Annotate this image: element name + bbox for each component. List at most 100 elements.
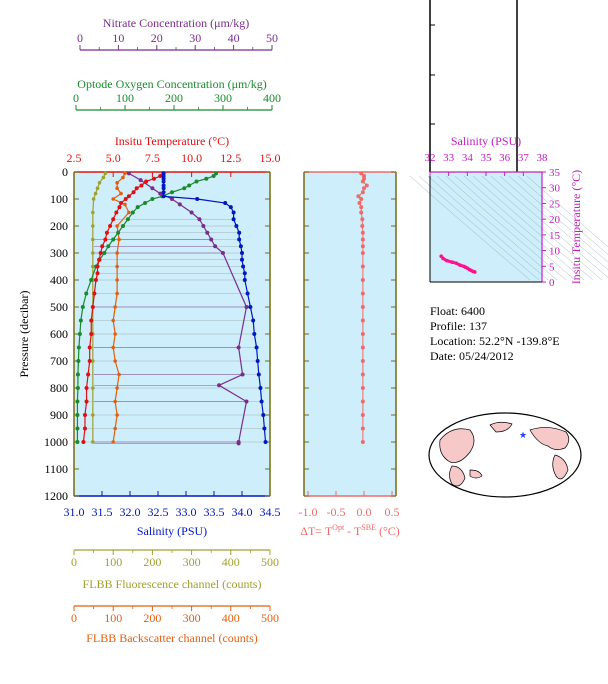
fluorescence-axis-tick-label: 400 xyxy=(222,555,240,569)
oxygen-point xyxy=(75,440,80,444)
oxygen-point xyxy=(89,278,94,282)
delta-t-point xyxy=(360,440,365,444)
nitrate-axis-tick-label: 50 xyxy=(266,31,278,45)
ts-density-contour xyxy=(436,175,558,281)
backscatter-point xyxy=(115,264,119,269)
ts-salinity-tick-label: 36 xyxy=(499,152,511,164)
nitrate-point xyxy=(126,171,131,176)
fluorescence-point xyxy=(91,413,95,417)
ts-density-contour xyxy=(427,175,549,281)
delta-t-point xyxy=(359,171,364,176)
pressure-tick-label: 1000 xyxy=(44,435,68,449)
delta-t-point xyxy=(360,190,365,195)
temperature-axis-title: Insitu Temperature (°C) xyxy=(115,134,229,148)
fluorescence-axis-tick-label: 100 xyxy=(104,555,122,569)
salinity-point xyxy=(254,345,259,350)
delta-t-title-part: (°C) xyxy=(376,524,400,538)
oxygen-point xyxy=(77,332,82,336)
pressure-tick-label: 1200 xyxy=(44,489,68,503)
main-profile-panel: 31.0 31.5 32.0 32.5 33.0 33.5 34.0 34.5 Salinity… xyxy=(17,165,281,538)
oxygen-point xyxy=(75,399,80,404)
delta-t-point xyxy=(360,372,365,377)
oxygen-point xyxy=(75,426,80,431)
oxygen-point xyxy=(106,244,111,249)
nitrate-point xyxy=(201,224,206,228)
salinity-point xyxy=(251,318,256,323)
oxygen-point xyxy=(80,305,85,309)
temperature-point xyxy=(139,183,144,188)
ts-density-contour xyxy=(508,175,608,263)
fluorescence-point xyxy=(91,359,95,363)
oxygen-point xyxy=(211,174,216,179)
oxygen-axis-tick-label: 200 xyxy=(165,91,183,105)
delta-t-point xyxy=(360,224,365,228)
float-info: Float: 6400 Profile: 137 Location: 52.2°… xyxy=(430,304,560,364)
nitrate-point xyxy=(177,202,182,207)
delta-t-tick-label: -1.0 xyxy=(299,505,318,519)
backscatter-point xyxy=(115,386,119,390)
nitrate-point xyxy=(236,441,241,446)
nitrate-point xyxy=(240,372,245,377)
fluorescence-point xyxy=(91,386,95,390)
backscatter-point xyxy=(111,440,115,444)
pressure-tick-label: 300 xyxy=(50,246,68,260)
temperature-point xyxy=(90,305,95,309)
salinity-point xyxy=(238,244,243,249)
backscatter-point xyxy=(113,399,117,404)
pressure-tick-label: 200 xyxy=(50,219,68,233)
ts-density-contour xyxy=(490,175,608,278)
ts-salinity-tick-label: 35 xyxy=(481,152,493,164)
nitrate-point xyxy=(158,191,163,196)
ts-temperature-tick-label: 5 xyxy=(549,261,555,273)
delta-t-point xyxy=(360,291,365,296)
ts-temperature-tick-label: 35 xyxy=(549,167,561,179)
fluorescence-point xyxy=(91,251,95,255)
map-landmass xyxy=(449,465,466,487)
temperature-point xyxy=(117,205,122,210)
salinity-tick-label: 33.5 xyxy=(204,505,225,519)
ts-point xyxy=(454,261,458,265)
pressure-tick-label: 100 xyxy=(50,192,68,206)
salinity-point xyxy=(161,179,166,184)
fluorescence-axis-tick-label: 300 xyxy=(183,555,201,569)
oxygen-point xyxy=(182,186,187,191)
oxygen-point xyxy=(75,372,80,377)
backscatter-point xyxy=(115,291,119,296)
ts-salinity-axis-title: Salinity (PSU) xyxy=(451,134,521,148)
oxygen-point xyxy=(75,386,80,390)
salinity-point xyxy=(242,278,247,282)
ts-temperature-tick-label: 30 xyxy=(549,183,561,195)
ts-diagram-panel: Salinity (PSU) 32 33 34 35 36 37 38 0 5 10 15 20 25 30… xyxy=(409,0,608,289)
oxygen-point xyxy=(102,251,107,255)
ts-density-contour xyxy=(409,175,531,281)
ts-density-contour xyxy=(499,175,608,271)
location: Location: 52.2°N -139.8°E xyxy=(430,334,560,348)
ts-salinity-tick-label: 34 xyxy=(462,152,474,164)
temperature-tick-label: 15.0 xyxy=(260,151,281,165)
ts-salinity-tick-label: 33 xyxy=(443,152,455,164)
pressure-tick-label: 800 xyxy=(50,381,68,395)
oxygen-point xyxy=(125,217,130,222)
temperature-point xyxy=(123,197,128,201)
float-location-marker: ★ xyxy=(519,430,527,440)
ts-point xyxy=(450,260,455,265)
delta-t-point xyxy=(360,230,365,235)
pressure-tick-label: 500 xyxy=(50,300,68,314)
backscatter-point xyxy=(127,210,131,215)
ts-density-contour xyxy=(526,175,608,248)
ts-salinity-tick-label: 38 xyxy=(537,152,549,164)
pressure-tick-label: 700 xyxy=(50,354,68,368)
temperature-tick-label: 12.5 xyxy=(220,151,241,165)
fluorescence-point xyxy=(91,210,95,215)
ts-density-contour xyxy=(463,175,585,281)
salinity-point xyxy=(262,426,267,431)
ts-density-contour xyxy=(472,175,594,281)
backscatter-point xyxy=(115,413,119,417)
temperature-point xyxy=(89,318,94,323)
salinity-point xyxy=(231,217,236,222)
backscatter-point xyxy=(115,186,119,190)
backscatter-axis-title: FLBB Backscatter channel (counts) xyxy=(86,631,258,645)
salinity-point xyxy=(195,197,200,201)
temperature-point xyxy=(89,332,94,336)
